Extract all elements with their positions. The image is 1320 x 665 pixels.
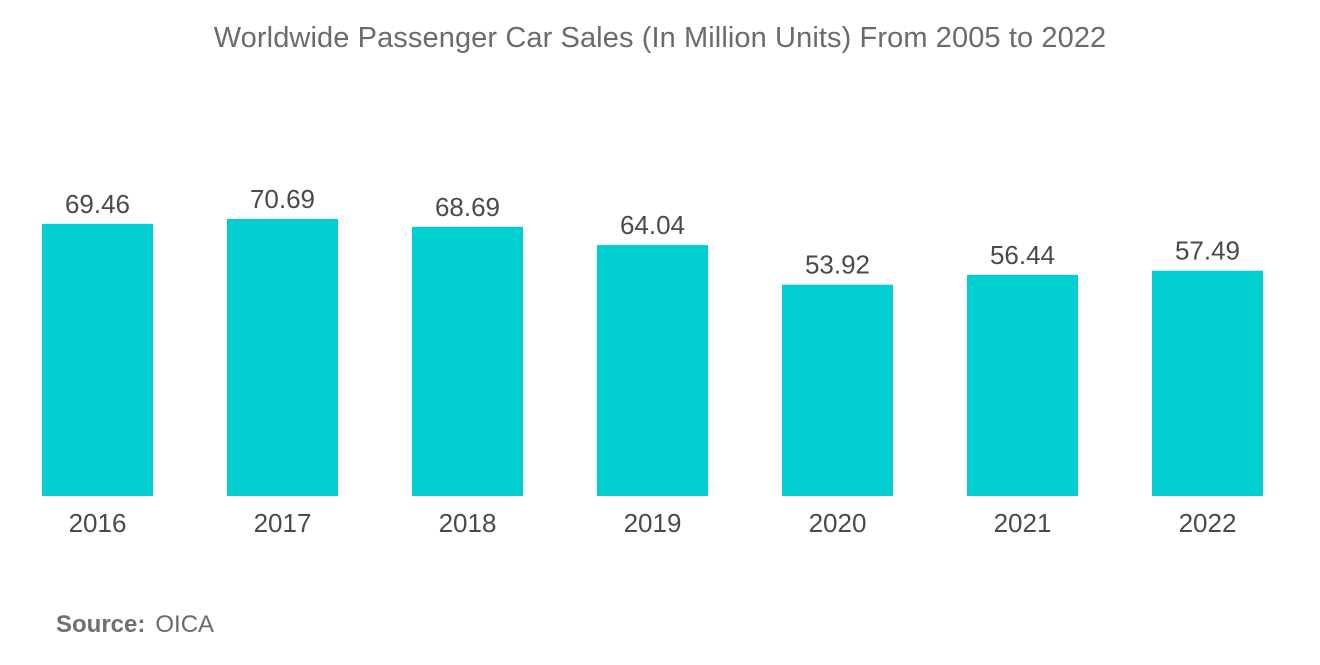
x-tick-label-2017: 2017 (254, 508, 312, 538)
data-label-2022: 57.49 (1175, 236, 1240, 266)
bar-2016 (42, 223, 153, 497)
data-label-2016: 69.46 (65, 189, 130, 219)
x-tick-label-2016: 2016 (69, 508, 127, 538)
bar-2021 (967, 274, 1078, 496)
bar-2019 (597, 245, 708, 496)
chart-title: Worldwide Passenger Car Sales (In Millio… (213, 22, 1107, 54)
x-tick-label-2019: 2019 (624, 508, 682, 538)
x-tick-label-2021: 2021 (994, 508, 1052, 538)
source-value: OICA (155, 611, 215, 638)
source-note: Source: OICA (56, 611, 214, 639)
data-label-2020: 53.92 (805, 250, 870, 280)
bar-2017 (227, 219, 338, 496)
source-label: Source: (56, 611, 146, 638)
data-label-2021: 56.44 (990, 240, 1055, 270)
bar-2020 (782, 284, 893, 496)
x-tick-label-2018: 2018 (439, 508, 497, 538)
data-label-2017: 70.69 (250, 184, 315, 214)
data-label-2019: 64.04 (620, 210, 685, 240)
bar-2022 (1152, 270, 1263, 496)
bar-2018 (412, 226, 523, 496)
x-tick-label-2022: 2022 (1179, 508, 1237, 538)
data-label-2018: 68.69 (435, 192, 500, 222)
x-tick-label-2020: 2020 (809, 508, 867, 538)
